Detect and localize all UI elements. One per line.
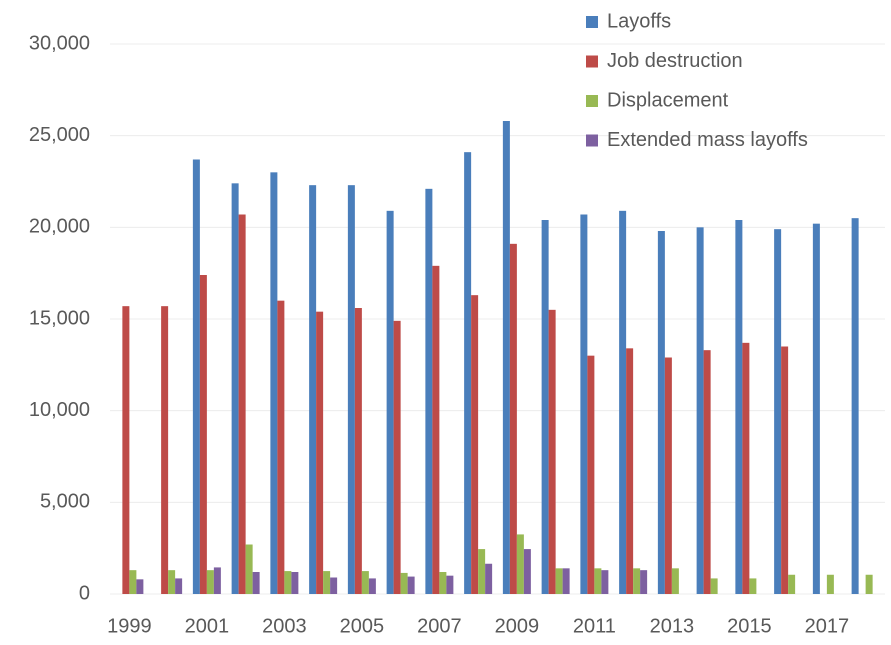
bar — [270, 172, 278, 595]
y-tick-label: 20,000 — [29, 216, 90, 238]
bar — [664, 357, 672, 594]
y-tick-label: 0 — [79, 582, 90, 604]
legend-swatch — [586, 55, 598, 68]
legend-swatch — [586, 134, 598, 147]
bar — [213, 567, 221, 594]
bar — [231, 183, 239, 595]
bar — [425, 188, 433, 595]
bar — [657, 231, 665, 594]
bar — [710, 578, 718, 594]
bar — [122, 306, 130, 594]
bar — [330, 577, 338, 594]
x-tick-label: 2001 — [185, 615, 230, 637]
bar — [555, 568, 563, 594]
bar — [601, 570, 609, 594]
bar — [749, 578, 757, 594]
bar — [562, 568, 570, 594]
bar — [541, 220, 549, 594]
bar — [865, 574, 873, 594]
bar — [238, 214, 246, 594]
bar — [309, 185, 317, 594]
x-tick-label: 2013 — [650, 615, 695, 637]
x-tick-label: 2015 — [727, 615, 772, 637]
bar — [386, 210, 394, 595]
bar — [252, 572, 260, 594]
bar — [671, 568, 679, 594]
bar — [516, 534, 524, 594]
y-tick-label: 10,000 — [29, 399, 90, 421]
bar — [245, 544, 253, 594]
bar — [774, 229, 782, 594]
bar — [354, 308, 362, 594]
bar — [509, 243, 517, 595]
bar — [502, 121, 510, 594]
x-tick-label: 2005 — [340, 615, 385, 637]
bar — [626, 348, 634, 594]
bar — [347, 185, 355, 594]
y-tick-label: 15,000 — [29, 307, 90, 329]
bar — [587, 355, 595, 594]
x-tick-label: 2011 — [573, 615, 616, 637]
bar — [696, 227, 704, 595]
bar — [812, 223, 820, 594]
legend-label: Job destruction — [607, 50, 743, 72]
x-tick-label: 2009 — [495, 615, 540, 637]
legend-swatch — [586, 95, 598, 107]
bar — [361, 571, 369, 594]
bar — [781, 346, 789, 594]
bar — [129, 570, 137, 594]
bar — [640, 570, 648, 594]
bar — [393, 320, 401, 594]
bar — [407, 576, 415, 594]
bar — [523, 549, 531, 594]
bar — [485, 563, 493, 594]
bar — [316, 311, 324, 594]
bar — [277, 300, 285, 594]
bar — [742, 342, 750, 594]
bar — [580, 214, 588, 594]
x-tick-label: 1999 — [107, 615, 152, 637]
bar — [432, 265, 440, 594]
bar — [619, 210, 627, 595]
bar — [323, 571, 331, 594]
bar — [136, 579, 144, 594]
bar — [548, 309, 556, 594]
bar — [633, 568, 641, 594]
bar — [175, 578, 183, 594]
bar — [594, 568, 602, 594]
x-tick-label: 2003 — [262, 615, 307, 637]
y-tick-label: 30,000 — [29, 32, 90, 54]
bar — [478, 549, 486, 594]
bar — [168, 570, 176, 594]
legend-swatch — [586, 16, 598, 28]
bar — [199, 275, 207, 594]
bar — [464, 152, 472, 594]
legend-label: Displacement — [607, 89, 729, 111]
bar — [291, 572, 299, 594]
y-tick-label: 25,000 — [29, 124, 90, 146]
legend-label: Extended mass layoffs — [607, 129, 808, 151]
y-tick-label: 5,000 — [40, 491, 90, 513]
bar — [735, 220, 743, 594]
bar — [400, 572, 408, 594]
bar — [161, 306, 169, 594]
bar — [851, 218, 859, 594]
x-tick-label: 2007 — [417, 615, 462, 637]
bar — [826, 574, 834, 594]
bar — [206, 570, 214, 594]
bar — [446, 575, 454, 594]
x-tick-label: 2017 — [805, 615, 850, 637]
legend-label: Layoffs — [607, 10, 671, 32]
bar — [368, 578, 376, 594]
bar — [788, 574, 796, 594]
bar — [439, 572, 447, 594]
bar — [284, 571, 292, 594]
bar — [471, 295, 479, 594]
bar — [703, 350, 711, 594]
bar — [192, 159, 200, 594]
